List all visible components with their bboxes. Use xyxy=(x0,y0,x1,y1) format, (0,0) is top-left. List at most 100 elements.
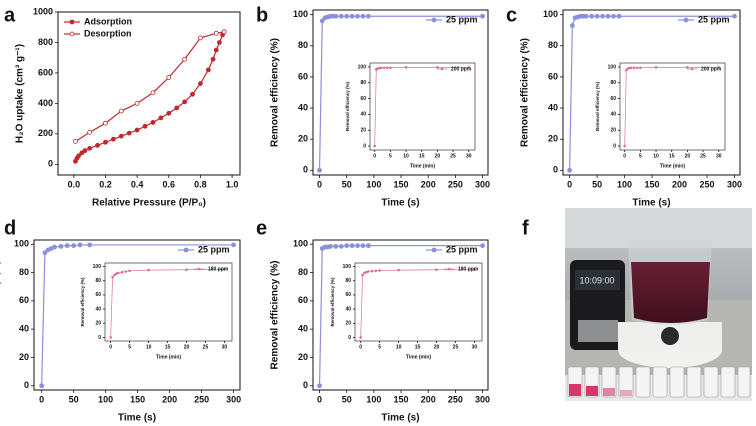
data-point xyxy=(624,68,628,72)
x-tick-label: 30 xyxy=(222,344,228,350)
x-tick-label: 10 xyxy=(653,153,659,159)
y-tick-label: 20 xyxy=(360,128,366,134)
x-tick-label: 150 xyxy=(394,180,409,190)
legend-label: 200 ppm xyxy=(451,66,472,72)
data-point xyxy=(150,90,156,96)
data-point xyxy=(103,120,108,126)
series-line xyxy=(74,31,225,162)
data-point xyxy=(71,243,77,249)
data-point xyxy=(382,66,386,70)
data-point xyxy=(360,243,366,249)
x-tick-label: 5 xyxy=(639,153,642,159)
y-tick-label: 0 xyxy=(348,335,351,341)
y-tick-label: 40 xyxy=(610,112,616,118)
data-point xyxy=(174,105,180,111)
x-tick-label: 0.2 xyxy=(99,180,112,190)
data-point xyxy=(190,91,195,97)
y-axis-label: Removal efficiency (%) xyxy=(80,277,85,327)
y-axis-label: Removal efficiency (%) xyxy=(330,277,335,327)
x-axis-label: Relative Pressure (P/P₀) xyxy=(92,198,206,209)
data-point xyxy=(338,243,344,249)
data-point xyxy=(317,383,322,389)
data-point xyxy=(623,144,627,148)
data-point xyxy=(569,23,575,28)
data-point xyxy=(213,30,219,36)
data-point xyxy=(317,167,322,173)
data-point xyxy=(632,66,636,70)
y-tick-label: 40 xyxy=(298,102,308,112)
x-axis-label: Time (min) xyxy=(156,354,182,360)
y-tick-label: 100 xyxy=(358,64,367,70)
data-point xyxy=(210,56,216,62)
data-point xyxy=(349,13,355,19)
data-point xyxy=(616,13,622,19)
data-point xyxy=(134,127,140,133)
data-point xyxy=(600,13,605,19)
y-tick-label: 20 xyxy=(345,321,351,327)
legend-marker xyxy=(683,17,689,23)
legend-marker xyxy=(183,247,189,253)
y-tick-label: 1000 xyxy=(33,6,53,16)
data-point xyxy=(583,13,589,19)
legend-marker xyxy=(690,67,694,71)
legend-label: Adsorption xyxy=(84,16,132,26)
legend-label: 25 ppm xyxy=(446,244,478,254)
data-point xyxy=(319,18,325,24)
data-point xyxy=(110,136,116,142)
x-tick-label: 0 xyxy=(317,180,322,190)
data-point xyxy=(594,13,600,19)
panel-label: d xyxy=(4,217,16,239)
data-point xyxy=(629,66,633,70)
x-tick-label: 15 xyxy=(419,153,425,159)
data-point xyxy=(52,244,57,250)
legend-marker xyxy=(440,67,444,71)
photo: 10:09:00 xyxy=(565,208,752,401)
data-point xyxy=(686,66,689,69)
y-tick-label: 80 xyxy=(298,40,308,50)
plot-frame xyxy=(619,62,726,151)
x-tick-label: 300 xyxy=(475,395,490,405)
data-point xyxy=(349,243,355,249)
x-tick-label: 25 xyxy=(453,344,459,350)
svg-text:10:09:00: 10:09:00 xyxy=(579,275,614,285)
data-point xyxy=(113,273,116,277)
data-point xyxy=(635,66,639,70)
y-tick-label: 80 xyxy=(360,80,366,86)
data-point xyxy=(344,243,350,249)
data-point xyxy=(480,243,485,249)
x-tick-label: 100 xyxy=(366,395,381,405)
x-tick-label: 0 xyxy=(373,153,376,159)
data-point xyxy=(64,243,70,249)
data-point xyxy=(327,243,333,249)
data-point xyxy=(338,13,344,19)
x-tick-label: 200 xyxy=(672,180,687,190)
x-tick-label: 0.8 xyxy=(194,180,207,190)
data-point xyxy=(397,268,400,272)
data-point xyxy=(126,130,132,136)
x-tick-label: 20 xyxy=(434,344,440,350)
x-tick-label: 300 xyxy=(475,180,490,190)
data-point xyxy=(213,47,219,53)
x-tick-label: 300 xyxy=(226,395,241,405)
y-tick-label: 100 xyxy=(543,9,558,19)
x-tick-label: 15 xyxy=(669,153,675,159)
x-tick-label: 30 xyxy=(716,153,722,159)
x-tick-label: 0.4 xyxy=(131,180,144,190)
legend-marker xyxy=(447,267,451,271)
plot-frame xyxy=(354,262,483,342)
y-tick-label: 80 xyxy=(548,40,558,50)
data-point xyxy=(639,66,642,70)
x-tick-label: 0 xyxy=(567,180,572,190)
data-point xyxy=(373,144,377,148)
data-point xyxy=(79,150,85,156)
data-point xyxy=(732,13,737,19)
data-point xyxy=(589,13,594,19)
y-tick-label: 80 xyxy=(345,278,351,284)
y-tick-label: 100 xyxy=(343,264,352,270)
y-tick-label: 60 xyxy=(360,96,366,102)
y-tick-label: 40 xyxy=(360,112,366,118)
y-axis-label: Removal efficiency (%) xyxy=(520,38,531,147)
y-tick-label: 40 xyxy=(19,324,29,334)
y-tick-label: 0 xyxy=(98,335,101,341)
y-tick-label: 100 xyxy=(293,239,308,249)
